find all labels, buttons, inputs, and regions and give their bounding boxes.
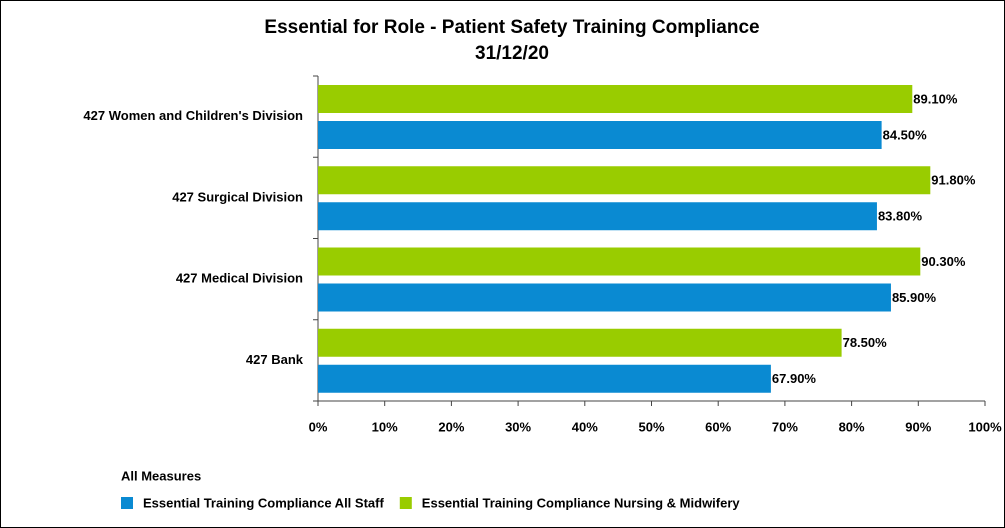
data-label: 90.30% — [921, 254, 966, 269]
bar — [318, 247, 921, 276]
bar — [318, 166, 931, 195]
bar — [318, 364, 771, 393]
data-label: 83.80% — [878, 209, 923, 224]
bar — [318, 121, 882, 149]
x-tick-label: 30% — [505, 419, 531, 434]
x-tick-label: 10% — [372, 419, 398, 434]
data-label: 89.10% — [913, 91, 958, 106]
bar — [318, 85, 913, 113]
data-label: 67.90% — [772, 371, 817, 386]
y-tick-label: 427 Medical Division — [176, 271, 303, 286]
x-tick-label: 80% — [839, 419, 865, 434]
legend-swatch — [121, 497, 133, 509]
x-tick-label: 90% — [905, 419, 931, 434]
data-label: 85.90% — [892, 290, 937, 305]
x-tick-label: 60% — [705, 419, 731, 434]
data-label: 84.50% — [883, 127, 928, 142]
legend-swatch — [399, 497, 412, 509]
x-tick-label: 100% — [968, 419, 1002, 434]
y-tick-label: 427 Bank — [246, 352, 304, 367]
data-label: 78.50% — [843, 335, 888, 350]
legend-label: Essential Training Compliance All Staff — [143, 495, 384, 510]
x-tick-label: 70% — [772, 419, 798, 434]
chart-subtitle: 31/12/20 — [475, 43, 549, 64]
data-label: 91.80% — [931, 173, 976, 188]
legend-label: Essential Training Compliance Nursing & … — [422, 495, 741, 510]
chart-title: Essential for Role - Patient Safety Trai… — [264, 17, 759, 38]
bar — [318, 328, 842, 357]
y-tick-label: 427 Women and Children's Division — [83, 108, 303, 123]
bar — [318, 283, 891, 312]
x-tick-label: 20% — [438, 419, 464, 434]
bar — [318, 202, 877, 231]
x-tick-label: 50% — [638, 419, 664, 434]
y-tick-label: 427 Surgical Division — [172, 189, 303, 204]
x-tick-label: 0% — [309, 419, 328, 434]
x-tick-label: 40% — [572, 419, 598, 434]
legend-title: All Measures — [121, 468, 201, 483]
